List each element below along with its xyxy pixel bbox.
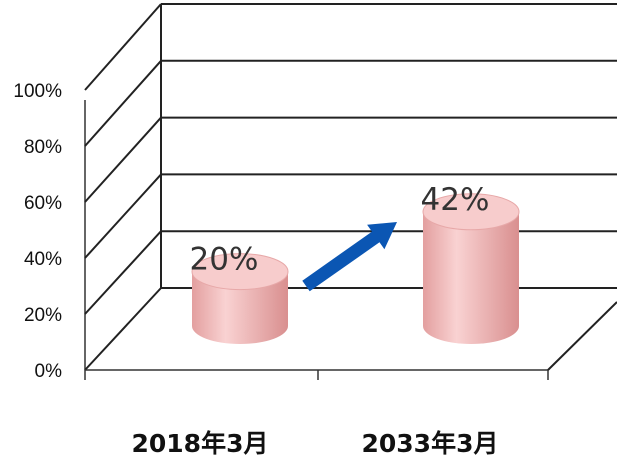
bar-top <box>191 253 289 291</box>
y-tick-label: 100% <box>13 81 62 102</box>
y-tick-label: 80% <box>24 137 62 158</box>
floor-right-edge <box>547 301 617 371</box>
data-label: 42% <box>421 182 490 218</box>
bar-body <box>423 211 519 344</box>
trend-arrow-layer <box>302 222 397 292</box>
y-tick-label: 20% <box>24 305 62 326</box>
bar-body <box>192 271 288 344</box>
y-tick-label: 40% <box>24 249 62 270</box>
chart-gridlines <box>84 3 617 380</box>
bar-cylinder <box>422 193 520 344</box>
side-gridline <box>84 60 162 147</box>
side-gridline <box>84 173 162 259</box>
trend-arrow <box>302 222 397 292</box>
side-gridline <box>84 230 162 315</box>
side-gridline <box>84 116 162 203</box>
data-label: 20% <box>190 242 259 278</box>
x-axis-category-labels: 2018年3月 2033年3月 <box>132 429 499 458</box>
y-tick-label: 60% <box>24 193 62 214</box>
y-axis-tick-labels: 0% 20% 40% 60% 80% 100% <box>13 81 62 382</box>
bars <box>191 193 520 344</box>
x-category-label: 2018年3月 <box>132 429 269 458</box>
bar-cylinder <box>191 253 289 344</box>
bar-top <box>422 193 520 231</box>
y-tick-label: 0% <box>35 361 63 382</box>
x-category-label: 2033年3月 <box>362 429 499 458</box>
side-gridline <box>84 3 162 91</box>
data-labels: 20% 42% <box>190 182 490 278</box>
side-gridline <box>84 287 162 371</box>
